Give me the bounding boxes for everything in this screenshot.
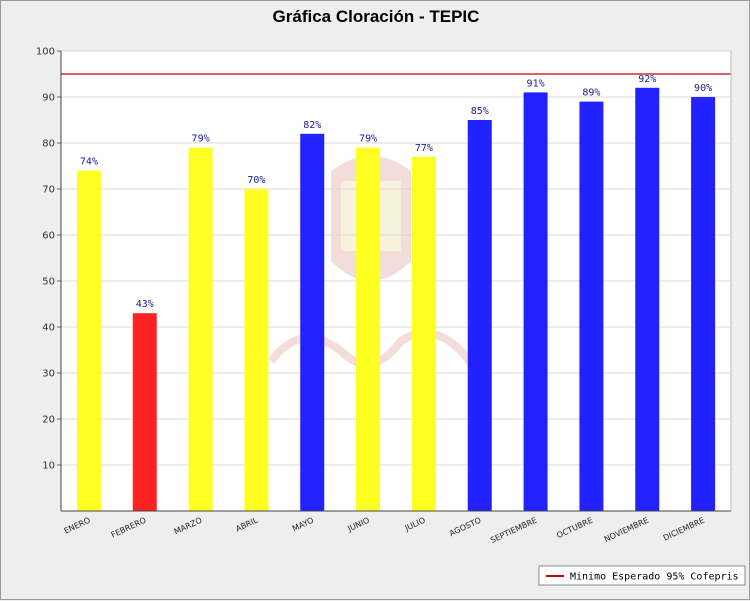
data-label: 91%: [527, 78, 545, 89]
category-label: JULIO: [403, 516, 427, 534]
data-label: 43%: [136, 299, 154, 310]
y-tick-label: 40: [42, 323, 55, 334]
category-label: OCTUBRE: [555, 516, 594, 541]
data-label: 90%: [694, 83, 712, 94]
y-tick-label: 70: [42, 185, 55, 196]
y-tick-label: 90: [42, 93, 55, 104]
bar: [356, 147, 381, 511]
data-label: 77%: [415, 143, 433, 154]
category-label: NOVIEMBRE: [603, 516, 650, 544]
data-label: 79%: [192, 134, 210, 145]
category-label: MARZO: [173, 516, 204, 537]
y-tick-label: 10: [42, 461, 55, 472]
y-tick-label: 80: [42, 139, 55, 150]
data-label: 85%: [471, 106, 489, 117]
bar: [76, 170, 101, 511]
legend-box: [538, 565, 746, 586]
data-label: 74%: [80, 157, 98, 168]
category-label: FEBRERO: [110, 516, 148, 540]
grid-lines: [61, 50, 731, 466]
y-tick-label: 50: [42, 277, 55, 288]
category-label: SEPTIEMBRE: [489, 516, 538, 545]
category-label: AGOSTO: [448, 516, 483, 539]
y-axis-ticks: 10 20 30 40 50 60 70 80 90 100: [36, 47, 61, 472]
category-labels: ENERO FEBRERO MARZO ABRIL MAYO JUNIO JULIO AGOS…: [63, 515, 706, 545]
bars: [76, 87, 716, 512]
y-tick-label: 30: [42, 369, 55, 380]
category-label: DICIEMBRE: [662, 516, 706, 543]
y-tick-label: 20: [42, 415, 55, 426]
bar: [411, 156, 436, 512]
bar: [691, 97, 716, 511]
chart-title: Gráfica Cloración - TEPIC: [273, 7, 480, 26]
bar: [300, 133, 325, 512]
bar: [523, 92, 548, 512]
bar: [635, 87, 660, 512]
data-label: 70%: [247, 175, 265, 186]
data-label: 79%: [359, 134, 377, 145]
bar: [188, 147, 213, 511]
data-label: 89%: [582, 88, 600, 99]
y-tick-label: 60: [42, 231, 55, 242]
axes: [60, 51, 732, 512]
category-label: ENERO: [63, 516, 92, 536]
category-label: MAYO: [291, 516, 315, 534]
data-label: 82%: [303, 120, 321, 131]
bar: [244, 189, 269, 511]
category-label: ABRIL: [234, 515, 259, 533]
data-label: 92%: [638, 74, 656, 85]
data-labels: 74% 43% 79% 70% 82% 79% 77% 85% 91% 89% 92% 90%: [80, 74, 712, 310]
bar: [467, 120, 492, 511]
legend-label: Minimo Esperado 95% Cofepris: [570, 572, 739, 583]
legend: Minimo Esperado 95% Cofepris: [538, 565, 746, 586]
bar: [579, 101, 604, 511]
bar: [132, 313, 157, 511]
y-tick-label: 100: [36, 47, 55, 58]
category-label: JUNIO: [346, 516, 371, 534]
